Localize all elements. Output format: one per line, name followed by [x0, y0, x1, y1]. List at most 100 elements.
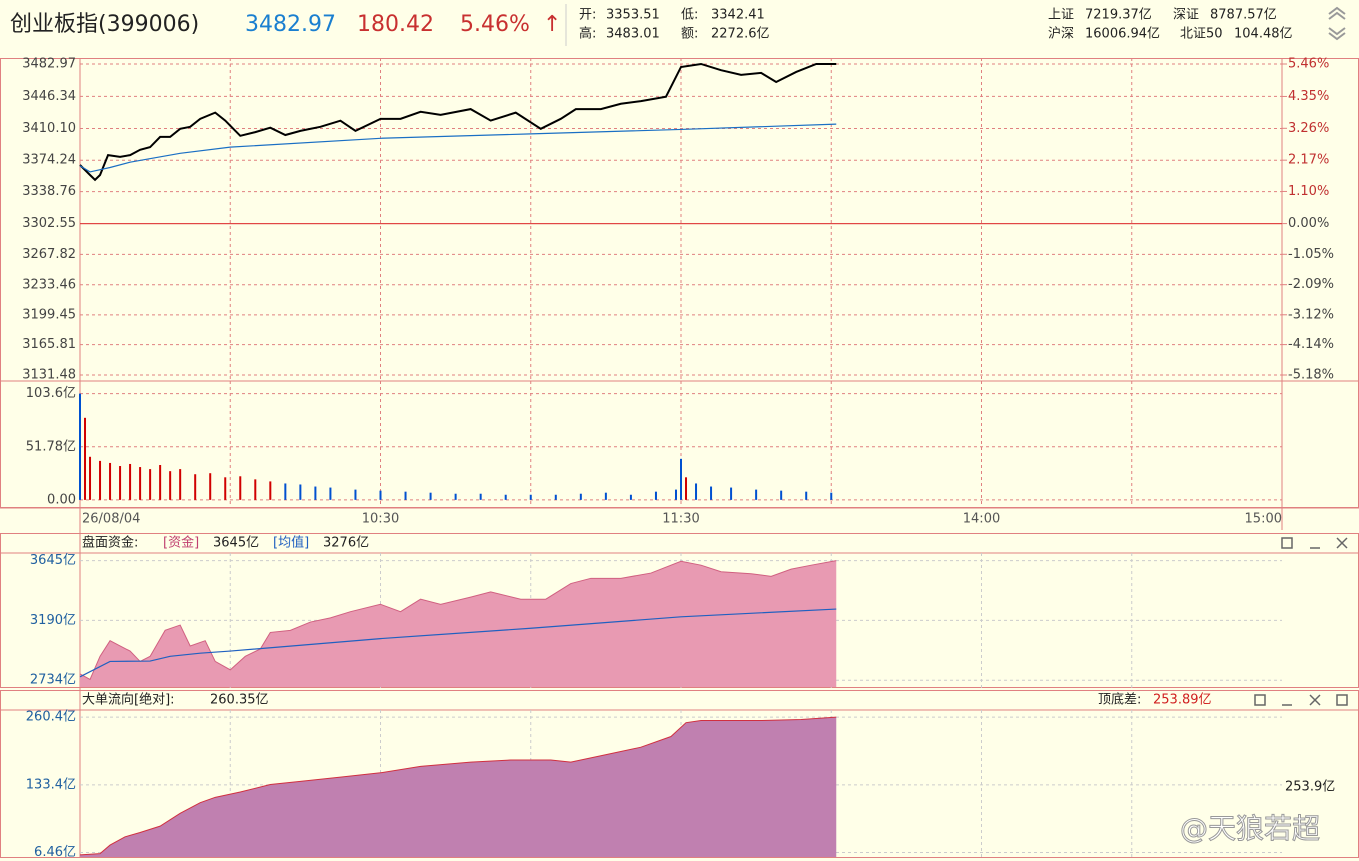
- price-line: [79, 123, 837, 173]
- volume-bar: [179, 469, 182, 500]
- label: 上证: [1048, 8, 1074, 23]
- value: 8787.57亿: [1210, 8, 1277, 23]
- price: 3482.97: [245, 12, 336, 37]
- panel-value: 260.35亿: [210, 693, 269, 708]
- y2-tick-label: 4.35%: [1288, 89, 1329, 104]
- panel-title: 大单流向[绝对]:: [82, 692, 175, 708]
- label: 高:: [579, 26, 596, 42]
- y-tick-label: 133.4亿: [26, 777, 76, 792]
- panel-title: 盘面资金:: [82, 535, 138, 551]
- volume-bar: [169, 471, 172, 500]
- value: 3342.41: [711, 8, 765, 23]
- volume-bar: [129, 463, 132, 500]
- volume-bar: [99, 460, 102, 500]
- volume-bar: [504, 494, 507, 500]
- x-tick-label: 14:00: [963, 512, 1000, 527]
- y2-tick-label: -3.12%: [1288, 307, 1334, 322]
- average-line: [79, 608, 837, 678]
- label: 沪深: [1048, 26, 1074, 42]
- volume-bar: [404, 491, 407, 500]
- x-tick-label: 10:30: [362, 512, 399, 527]
- volume-bar: [674, 489, 677, 500]
- y2-tick-label: -2.09%: [1288, 277, 1334, 292]
- y-tick-label: 3165.81: [22, 337, 76, 352]
- diff-label: 顶底差:: [1098, 692, 1141, 708]
- label: 开:: [579, 8, 596, 23]
- y2-tick-label: 3.26%: [1288, 121, 1329, 136]
- volume-bar: [299, 484, 302, 500]
- x-tick-label: 15:00: [1245, 512, 1282, 527]
- volume-bar: [329, 487, 332, 500]
- legend-value: 3276亿: [323, 536, 369, 551]
- y-tick-label: 3482.97: [22, 57, 76, 72]
- watermark: @天狼若超: [1180, 812, 1320, 845]
- index-name: 创业板指(399006): [10, 12, 199, 37]
- value: 2272.6亿: [711, 27, 770, 42]
- y-tick-label: 3131.48: [22, 368, 76, 383]
- y2-tick-label: 5.46%: [1288, 57, 1329, 72]
- volume-bar: [604, 492, 607, 500]
- volume-bar: [710, 486, 713, 500]
- change: 180.42: [357, 12, 434, 37]
- diff-value: 253.89亿: [1153, 693, 1212, 708]
- y-tick-label: 6.46亿: [34, 845, 76, 860]
- change-pct: 5.46%: [460, 12, 530, 37]
- volume-bar: [730, 487, 733, 500]
- volume-bar: [354, 489, 357, 500]
- volume-bar: [755, 489, 758, 500]
- volume-bar: [284, 483, 287, 500]
- side-label: 253.9亿: [1285, 780, 1335, 795]
- value: 104.48亿: [1234, 27, 1293, 42]
- legend-name: [资金]: [163, 535, 199, 551]
- scroll-buttons[interactable]: [1328, 6, 1346, 41]
- volume-bar: [805, 491, 808, 500]
- y2-tick-label: 2.17%: [1288, 153, 1329, 168]
- volume-bar: [554, 494, 557, 500]
- volume-bar: [159, 465, 162, 500]
- area-edge: [79, 716, 837, 856]
- volume-bar: [139, 467, 142, 500]
- volume-bar: [780, 490, 783, 500]
- volume-bar: [119, 466, 122, 500]
- volume-bar: [454, 493, 457, 500]
- y2-tick-label: -5.18%: [1288, 368, 1334, 383]
- y-tick-label: 3199.45: [22, 307, 76, 322]
- value: 16006.94亿: [1085, 27, 1160, 42]
- legend-value: 3645亿: [213, 536, 259, 551]
- y-tick-label: 51.78亿: [26, 439, 76, 454]
- x-tick-label: 26/08/04: [82, 512, 140, 527]
- label: 额:: [681, 27, 698, 42]
- area-edge: [79, 560, 837, 681]
- volume-bar: [695, 483, 698, 500]
- y-tick-label: 0.00: [47, 492, 76, 507]
- volume-bar: [84, 417, 87, 500]
- volume-bar: [269, 481, 272, 500]
- legend-name: [均值]: [273, 535, 309, 551]
- volume-bar: [314, 486, 317, 500]
- area: [80, 560, 837, 687]
- y-tick-label: 260.4亿: [26, 710, 76, 725]
- y2-tick-label: -4.14%: [1288, 337, 1334, 352]
- volume-bar: [479, 493, 482, 500]
- volume-bar: [194, 474, 197, 500]
- y-tick-label: 3233.46: [22, 277, 76, 292]
- label: 深证: [1173, 8, 1199, 23]
- area: [80, 717, 837, 857]
- value: 7219.37亿: [1085, 8, 1152, 23]
- arrow: ↑: [543, 12, 561, 37]
- price-line: [79, 62, 837, 182]
- label: 低:: [681, 8, 698, 23]
- volume-bar: [685, 477, 688, 500]
- y-tick-label: 3302.55: [22, 216, 76, 231]
- volume-bar: [579, 493, 582, 500]
- label: 北证50: [1180, 27, 1223, 42]
- volume-bar: [239, 476, 242, 500]
- volume-bar: [629, 494, 632, 500]
- volume-bar: [830, 492, 833, 500]
- volume-bar: [149, 469, 152, 500]
- volume-bar: [79, 393, 81, 500]
- panel-buttons[interactable]: [1254, 537, 1348, 706]
- volume-bar: [89, 456, 92, 500]
- y-tick-label: 103.6亿: [26, 386, 76, 401]
- y-tick-label: 3374.24: [22, 153, 76, 168]
